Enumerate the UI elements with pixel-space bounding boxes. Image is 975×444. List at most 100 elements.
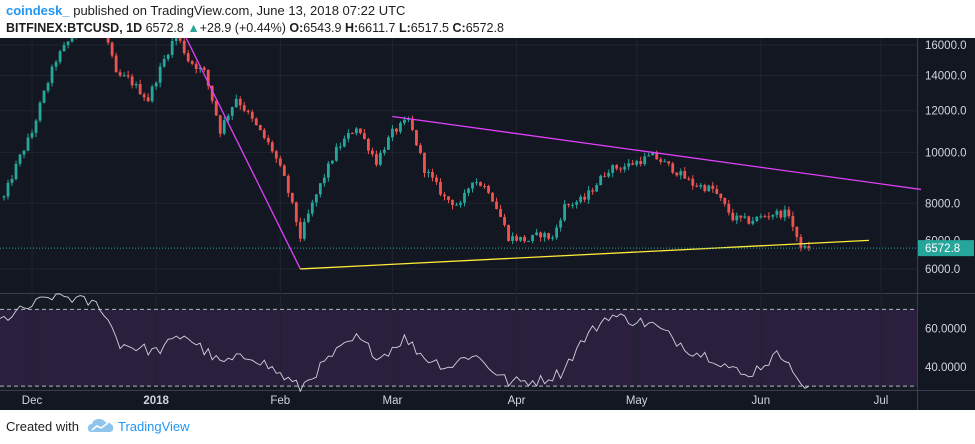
candle[interactable] bbox=[747, 216, 751, 224]
candle[interactable] bbox=[731, 212, 735, 221]
candle[interactable] bbox=[743, 216, 747, 218]
candle[interactable] bbox=[475, 182, 478, 184]
candle[interactable] bbox=[443, 194, 446, 197]
candle[interactable] bbox=[182, 40, 186, 54]
candle[interactable] bbox=[42, 90, 46, 103]
candle[interactable] bbox=[142, 94, 146, 98]
candle[interactable] bbox=[214, 100, 218, 116]
candle[interactable] bbox=[787, 209, 791, 217]
price-chart[interactable]: 16000.0 14000.0 12000.0 10000.0 8000.0 6000.0… bbox=[0, 38, 975, 410]
trendline-support[interactable] bbox=[300, 239, 869, 270]
candle[interactable] bbox=[254, 118, 258, 125]
candle[interactable] bbox=[487, 186, 490, 193]
candle[interactable] bbox=[779, 210, 783, 218]
candle[interactable] bbox=[447, 196, 450, 201]
candle[interactable] bbox=[627, 163, 631, 167]
candle[interactable] bbox=[423, 152, 426, 173]
candle[interactable] bbox=[106, 38, 110, 43]
candle[interactable] bbox=[619, 168, 623, 170]
candle[interactable] bbox=[727, 203, 731, 213]
candle[interactable] bbox=[507, 225, 510, 241]
candle[interactable] bbox=[563, 204, 567, 221]
candle[interactable] bbox=[667, 161, 671, 164]
candle[interactable] bbox=[222, 120, 226, 134]
candle[interactable] bbox=[763, 216, 767, 218]
candle[interactable] bbox=[371, 150, 374, 155]
trendline-upper-resistance[interactable] bbox=[392, 115, 922, 191]
candle[interactable] bbox=[330, 160, 334, 164]
candle[interactable] bbox=[346, 132, 350, 139]
candle[interactable] bbox=[387, 137, 390, 150]
candle[interactable] bbox=[691, 178, 695, 186]
candle[interactable] bbox=[206, 69, 210, 86]
candle[interactable] bbox=[22, 150, 26, 155]
candle[interactable] bbox=[455, 204, 458, 206]
candle[interactable] bbox=[162, 59, 166, 67]
candle[interactable] bbox=[675, 172, 679, 176]
candle[interactable] bbox=[186, 53, 190, 62]
candle[interactable] bbox=[270, 142, 274, 152]
candle[interactable] bbox=[30, 132, 34, 138]
candle[interactable] bbox=[739, 215, 743, 218]
candle[interactable] bbox=[138, 83, 142, 95]
candle[interactable] bbox=[314, 194, 318, 203]
candle[interactable] bbox=[699, 185, 703, 187]
candle[interactable] bbox=[467, 188, 470, 193]
candle[interactable] bbox=[403, 119, 406, 124]
candle[interactable] bbox=[503, 216, 506, 226]
candle[interactable] bbox=[523, 236, 526, 242]
candle[interactable] bbox=[238, 98, 242, 106]
candle[interactable] bbox=[326, 163, 330, 178]
candle[interactable] bbox=[202, 67, 206, 70]
candle[interactable] bbox=[659, 159, 663, 162]
candle[interactable] bbox=[38, 102, 42, 121]
candle[interactable] bbox=[499, 209, 502, 217]
candle[interactable] bbox=[278, 158, 282, 166]
candle[interactable] bbox=[298, 222, 302, 239]
candle[interactable] bbox=[695, 185, 699, 187]
candle[interactable] bbox=[591, 190, 595, 192]
candle[interactable] bbox=[358, 128, 362, 134]
candle[interactable] bbox=[367, 138, 370, 151]
candle[interactable] bbox=[415, 130, 418, 146]
candle[interactable] bbox=[362, 133, 366, 139]
candle[interactable] bbox=[439, 181, 442, 195]
candle[interactable] bbox=[683, 171, 687, 179]
candle[interactable] bbox=[286, 175, 290, 193]
candle[interactable] bbox=[583, 196, 587, 200]
candle[interactable] bbox=[515, 236, 518, 241]
candle[interactable] bbox=[711, 185, 715, 189]
candle[interactable] bbox=[118, 72, 122, 76]
candle[interactable] bbox=[459, 202, 462, 205]
candle[interactable] bbox=[735, 215, 739, 221]
candle[interactable] bbox=[631, 163, 635, 165]
candle[interactable] bbox=[150, 86, 154, 102]
tradingview-cloud-icon[interactable] bbox=[88, 418, 114, 434]
candle[interactable] bbox=[126, 75, 130, 77]
candle[interactable] bbox=[26, 137, 30, 151]
candle[interactable] bbox=[427, 171, 430, 173]
candle[interactable] bbox=[551, 237, 555, 239]
candle[interactable] bbox=[651, 152, 655, 156]
candle[interactable] bbox=[58, 51, 62, 62]
candle[interactable] bbox=[174, 38, 178, 42]
candle[interactable] bbox=[647, 155, 651, 157]
candle[interactable] bbox=[715, 188, 719, 194]
candle[interactable] bbox=[555, 227, 559, 238]
candle[interactable] bbox=[755, 216, 759, 221]
candle[interactable] bbox=[451, 200, 454, 205]
candle[interactable] bbox=[234, 98, 238, 108]
candle[interactable] bbox=[719, 193, 723, 198]
candle[interactable] bbox=[242, 105, 246, 111]
candle[interactable] bbox=[114, 55, 118, 73]
candle[interactable] bbox=[158, 66, 162, 83]
candle[interactable] bbox=[611, 165, 615, 173]
candle[interactable] bbox=[218, 115, 222, 134]
candle[interactable] bbox=[310, 202, 314, 214]
candle[interactable] bbox=[639, 161, 643, 165]
candle[interactable] bbox=[62, 45, 66, 52]
candle[interactable] bbox=[595, 185, 599, 192]
candle[interactable] bbox=[635, 161, 639, 165]
candle[interactable] bbox=[531, 234, 534, 241]
candle[interactable] bbox=[407, 118, 410, 120]
